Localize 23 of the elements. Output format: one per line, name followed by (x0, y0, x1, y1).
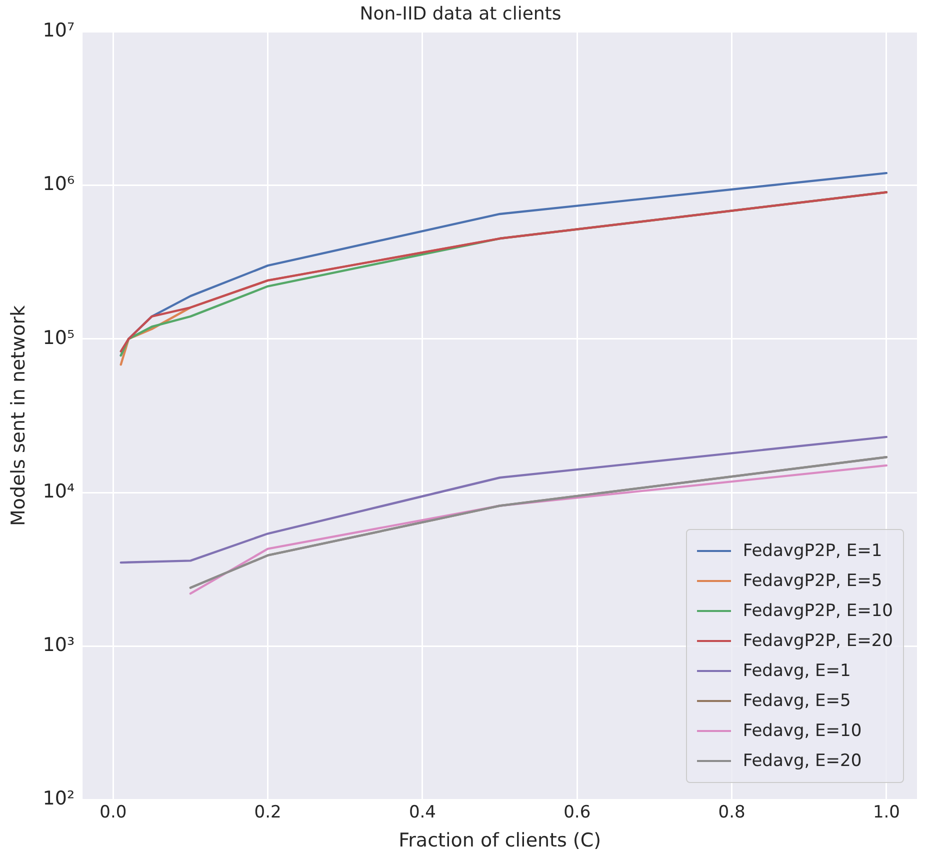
legend-label: FedavgP2P, E=1 (742, 541, 882, 561)
x-tick-label: 0.2 (254, 802, 282, 822)
legend-label: Fedavg, E=20 (742, 751, 862, 771)
y-tick-label: 10⁴ (42, 480, 75, 502)
x-axis-title: Fraction of clients (C) (398, 830, 602, 852)
y-axis-title: Models sent in network (7, 305, 30, 526)
y-tick-label: 10⁶ (42, 173, 75, 196)
y-tick-label: 10⁷ (42, 20, 75, 42)
legend-label: Fedavg, E=5 (742, 691, 851, 711)
chart-title: Non-IID data at clients (360, 3, 562, 24)
x-tick-label: 0.8 (718, 802, 746, 822)
legend-label: Fedavg, E=1 (742, 661, 851, 681)
y-tick-label: 10⁵ (42, 326, 75, 349)
y-tick-label: 10² (42, 788, 75, 810)
legend-label: FedavgP2P, E=10 (742, 601, 893, 621)
x-tick-label: 1.0 (872, 802, 900, 822)
y-tick-label: 10³ (42, 634, 75, 656)
x-tick-label: 0.6 (564, 802, 591, 822)
x-tick-label: 0.4 (408, 802, 436, 822)
legend-label: Fedavg, E=10 (742, 721, 862, 741)
x-tick-label: 0.0 (100, 802, 127, 822)
legend-label: FedavgP2P, E=5 (742, 571, 882, 591)
legend-label: FedavgP2P, E=20 (742, 631, 893, 651)
